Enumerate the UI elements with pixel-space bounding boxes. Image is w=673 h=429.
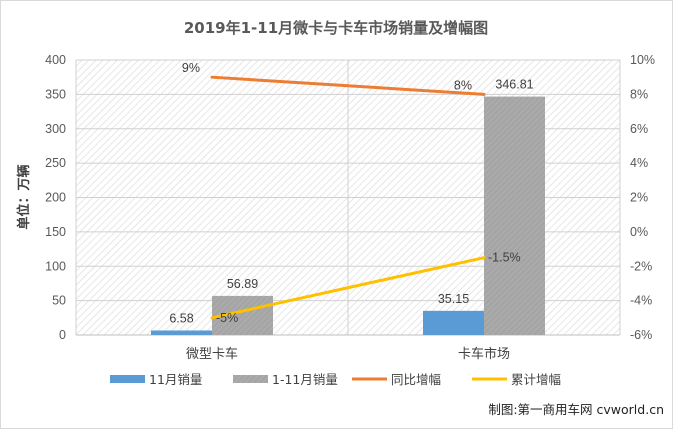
bar-value-label: 35.15 bbox=[438, 292, 469, 306]
bar bbox=[151, 330, 212, 335]
y-tick-label: 350 bbox=[45, 87, 66, 101]
y-tick-label: 50 bbox=[52, 294, 66, 308]
legend-label: 11月销量 bbox=[149, 372, 202, 387]
y-tick-label: 300 bbox=[45, 122, 66, 136]
series-line bbox=[210, 256, 486, 320]
y2-tick-label: -4% bbox=[630, 294, 652, 308]
y2-tick-label: 8% bbox=[630, 87, 648, 101]
legend-swatch bbox=[110, 375, 145, 383]
bar bbox=[423, 310, 484, 335]
category-label: 卡车市场 bbox=[458, 346, 510, 362]
y2-tick-label: -6% bbox=[630, 328, 652, 342]
y2-tick-label: -2% bbox=[630, 259, 652, 273]
y-axis-left: 0 50 100 150 200 250 300 350 400 bbox=[45, 53, 66, 342]
y-tick-label: 250 bbox=[45, 156, 66, 170]
line-value-label: 8% bbox=[454, 78, 472, 92]
bar-value-label: 6.58 bbox=[169, 311, 193, 325]
y2-tick-label: 4% bbox=[630, 156, 648, 170]
bar-value-label: 346.81 bbox=[495, 78, 533, 92]
credit-text: 制图:第一商用车网 cvworld.cn bbox=[488, 402, 664, 417]
legend: 11月销量 1-11月销量 同比增幅 累计增幅 bbox=[110, 372, 561, 387]
legend-label: 累计增幅 bbox=[511, 372, 561, 387]
legend-swatch bbox=[233, 375, 268, 383]
y2-tick-label: 10% bbox=[630, 53, 655, 67]
y-tick-label: 0 bbox=[59, 328, 66, 342]
series-line bbox=[210, 75, 486, 96]
y-tick-label: 200 bbox=[45, 191, 66, 205]
line-series bbox=[210, 75, 486, 320]
y-tick-label: 400 bbox=[45, 53, 66, 67]
y-tick-label: 100 bbox=[45, 259, 66, 273]
category-label: 微型卡车 bbox=[186, 346, 238, 362]
y2-tick-label: 0% bbox=[630, 225, 648, 239]
legend-label: 同比增幅 bbox=[391, 372, 441, 387]
x-axis: 微型卡车 卡车市场 bbox=[186, 346, 510, 362]
bar-series bbox=[151, 96, 545, 336]
y-axis-title: 单位：万辆 bbox=[16, 164, 32, 229]
y2-tick-label: 2% bbox=[630, 191, 648, 205]
line-value-label: -5% bbox=[216, 311, 238, 325]
legend-label: 1-11月销量 bbox=[272, 372, 338, 387]
data-labels: 6.58 35.15 56.89 346.81 9% 8% -5% -1.5% bbox=[169, 61, 533, 325]
y2-tick-label: 6% bbox=[630, 122, 648, 136]
bar bbox=[484, 96, 545, 336]
bar-value-label: 56.89 bbox=[227, 277, 258, 291]
chart-title: 2019年1-11月微卡与卡车市场销量及增幅图 bbox=[184, 19, 488, 37]
y-tick-label: 150 bbox=[45, 225, 66, 239]
line-value-label: 9% bbox=[182, 61, 200, 75]
y-axis-right: -6% -4% -2% 0% 2% 4% 6% 8% 10% bbox=[630, 53, 655, 342]
line-value-label: -1.5% bbox=[488, 251, 521, 265]
